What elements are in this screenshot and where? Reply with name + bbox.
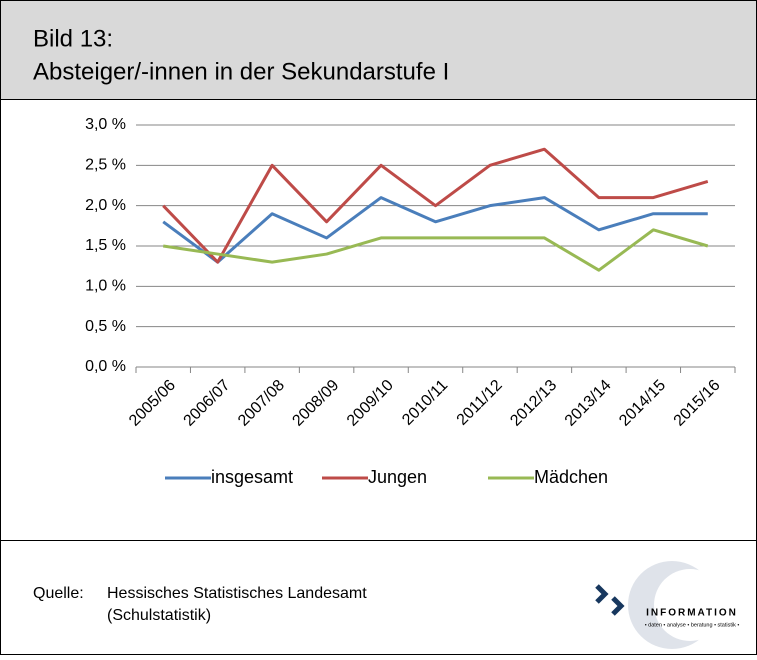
logo-name: INFORMATION [646,608,738,619]
y-tick-label: 2,0 % [85,197,126,214]
chart-subtitle: Absteiger/-innen in der Sekundarstufe I [33,58,449,85]
y-tick-label: 2,5 % [85,157,126,174]
series-line [162,196,708,264]
legend-label: Jungen [368,467,427,487]
y-tick-label: 3,0 % [85,116,126,133]
logo: INFORMATION • daten • analyse • beratung… [595,561,740,649]
legend-label: insgesamt [211,467,293,487]
legend-label: Mädchen [534,467,608,487]
chart-title: Bild 13: [33,25,113,52]
logo-chevrons [595,584,625,616]
y-tick-label: 0,5 % [85,318,126,335]
source-line: Hessisches Statistisches Landesamt [107,585,367,602]
series-line [163,228,709,272]
logo-tagline: • daten • analyse • beratung • statistik… [645,622,740,628]
source-label: Quelle: [33,585,84,602]
source-line: (Schulstatistik) [107,607,211,624]
series-line [162,147,709,264]
header-band [0,0,757,100]
y-tick-label: 0,0 % [85,358,126,375]
y-tick-label: 1,5 % [85,237,126,254]
y-tick-label: 1,0 % [85,278,126,295]
logo-inner [654,569,726,641]
